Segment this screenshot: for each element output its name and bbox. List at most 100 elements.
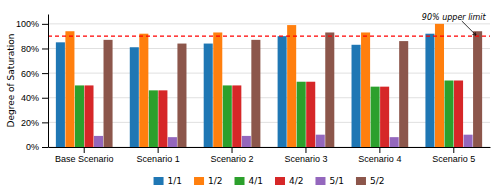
x-tick-mark <box>453 147 454 153</box>
y-axis-title: Degree of Saturation <box>6 33 16 127</box>
y-tick-label: 80% <box>21 44 39 54</box>
legend-swatch <box>356 177 366 185</box>
bar <box>361 32 370 147</box>
bar-series <box>104 31 483 147</box>
y-tick: 100% <box>16 19 48 29</box>
bar <box>297 82 306 147</box>
bar <box>464 135 473 147</box>
y-tick: 60% <box>21 68 48 78</box>
chart: Base Scenario Scenario 1 Scenario 2 Scenari… <box>0 0 500 191</box>
legend-label: 5/2 <box>370 176 384 186</box>
bar <box>84 85 93 147</box>
bar <box>104 40 113 147</box>
bar <box>213 32 222 147</box>
bar <box>399 41 408 147</box>
bar <box>168 137 177 147</box>
x-tick-label: Scenario 5 <box>432 154 475 164</box>
bar <box>65 31 74 147</box>
x-axis: Base Scenario Scenario 1 Scenario 2 Scenari… <box>49 147 491 164</box>
bar-series <box>75 81 454 148</box>
legend-label: 1/1 <box>168 176 182 186</box>
y-tick-mark <box>42 73 48 74</box>
y-tick-label: 40% <box>21 93 39 103</box>
x-tick: Base Scenario <box>55 147 114 164</box>
y-tick-label: 60% <box>21 68 39 78</box>
bar <box>454 81 463 148</box>
bar <box>380 87 389 147</box>
grid-line <box>48 147 490 148</box>
annotation-text: 90% upper limit <box>422 13 487 22</box>
y-tick-mark <box>42 48 48 49</box>
bar <box>177 44 186 147</box>
bar <box>278 36 287 147</box>
bar <box>56 42 65 147</box>
bar-series <box>56 34 435 147</box>
y-tick: 80% <box>21 44 48 54</box>
bar <box>473 31 482 147</box>
y-axis: 0% 20% 40% 60% 80% 100% <box>16 15 49 153</box>
y-axis-line <box>48 15 49 148</box>
x-tick-mark <box>84 147 85 153</box>
reference-line <box>48 36 490 37</box>
bar <box>325 32 334 147</box>
bar <box>306 82 315 147</box>
bar <box>287 25 296 147</box>
x-tick: Scenario 5 <box>432 147 475 164</box>
y-tick: 40% <box>21 93 48 103</box>
x-tick: Scenario 1 <box>137 147 180 164</box>
bar <box>130 47 139 147</box>
bar <box>352 45 361 147</box>
y-tick-mark <box>42 24 48 25</box>
bar <box>242 136 251 147</box>
bar <box>149 90 158 147</box>
bar <box>435 24 444 147</box>
grid <box>48 24 490 147</box>
grid-line <box>48 73 490 74</box>
legend-item: 4/2 <box>275 176 303 186</box>
y-tick-label: 100% <box>16 19 39 29</box>
x-tick-mark <box>232 147 233 153</box>
bar <box>75 85 84 147</box>
x-tick-label: Scenario 4 <box>358 154 401 164</box>
grid-line <box>48 23 490 24</box>
y-tick-mark <box>42 147 48 148</box>
legend-item: 5/1 <box>315 176 343 186</box>
x-tick: Scenario 2 <box>211 147 254 164</box>
bar <box>232 85 241 147</box>
x-tick-mark <box>379 147 380 153</box>
x-axis-line <box>49 147 491 148</box>
x-tick-label: Scenario 2 <box>211 154 254 164</box>
y-tick-mark <box>42 122 48 123</box>
bar <box>139 34 148 147</box>
legend-item: 4/1 <box>235 176 263 186</box>
legend: 1/1 1/2 4/1 4/2 5/1 5/2 <box>154 176 385 186</box>
bar <box>223 85 232 147</box>
bar <box>251 40 260 147</box>
legend-swatch <box>315 177 325 185</box>
x-tick-mark <box>158 147 159 153</box>
legend-swatch <box>194 177 204 185</box>
y-tick: 20% <box>21 118 48 128</box>
x-tick-mark <box>305 147 306 153</box>
bar <box>204 44 213 147</box>
bar <box>94 136 103 147</box>
bar-series <box>65 24 444 147</box>
x-tick-label: Scenario 1 <box>137 154 180 164</box>
bar <box>390 137 399 147</box>
legend-item: 1/2 <box>194 176 222 186</box>
legend-label: 4/2 <box>289 176 303 186</box>
legend-item: 5/2 <box>356 176 384 186</box>
legend-label: 4/1 <box>249 176 263 186</box>
x-tick-label: Base Scenario <box>55 154 114 164</box>
legend-swatch <box>154 177 164 185</box>
y-tick-label: 0% <box>26 142 39 152</box>
legend-label: 1/2 <box>208 176 222 186</box>
x-tick: Scenario 3 <box>284 147 327 164</box>
bar <box>425 34 434 147</box>
bar-series <box>94 135 473 147</box>
legend-item: 1/1 <box>154 176 182 186</box>
bar <box>316 135 325 147</box>
legend-swatch <box>275 177 285 185</box>
x-tick: Scenario 4 <box>358 147 401 164</box>
plot-area <box>48 24 490 147</box>
